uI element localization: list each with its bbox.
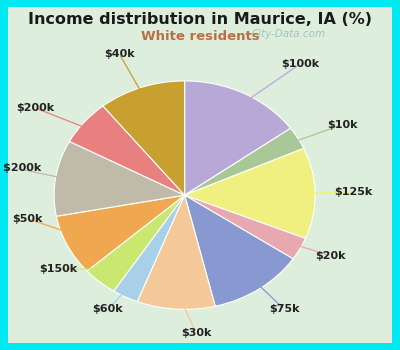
- Text: $150k: $150k: [39, 264, 77, 274]
- Wedge shape: [70, 106, 185, 195]
- Text: $30k: $30k: [181, 328, 211, 338]
- Text: Income distribution in Maurice, IA (%): Income distribution in Maurice, IA (%): [28, 12, 372, 27]
- Text: $125k: $125k: [334, 187, 373, 197]
- Wedge shape: [185, 195, 293, 306]
- Text: $100k: $100k: [281, 59, 319, 69]
- Wedge shape: [185, 128, 304, 195]
- Wedge shape: [103, 81, 185, 195]
- Text: $50k: $50k: [12, 214, 42, 224]
- Wedge shape: [185, 148, 315, 238]
- Wedge shape: [185, 81, 290, 195]
- Text: $200k: $200k: [16, 103, 54, 113]
- Wedge shape: [114, 195, 185, 302]
- Text: White residents: White residents: [141, 30, 259, 43]
- Text: $75k: $75k: [269, 304, 300, 314]
- Text: City-Data.com: City-Data.com: [251, 29, 325, 39]
- Text: $60k: $60k: [92, 304, 123, 314]
- Wedge shape: [87, 195, 185, 291]
- Wedge shape: [56, 195, 185, 271]
- Text: > $200k: > $200k: [0, 163, 41, 173]
- Wedge shape: [137, 195, 215, 309]
- Text: $40k: $40k: [104, 49, 135, 59]
- Text: $10k: $10k: [327, 120, 357, 130]
- Text: $20k: $20k: [315, 251, 346, 261]
- Wedge shape: [54, 141, 185, 216]
- Wedge shape: [185, 195, 306, 259]
